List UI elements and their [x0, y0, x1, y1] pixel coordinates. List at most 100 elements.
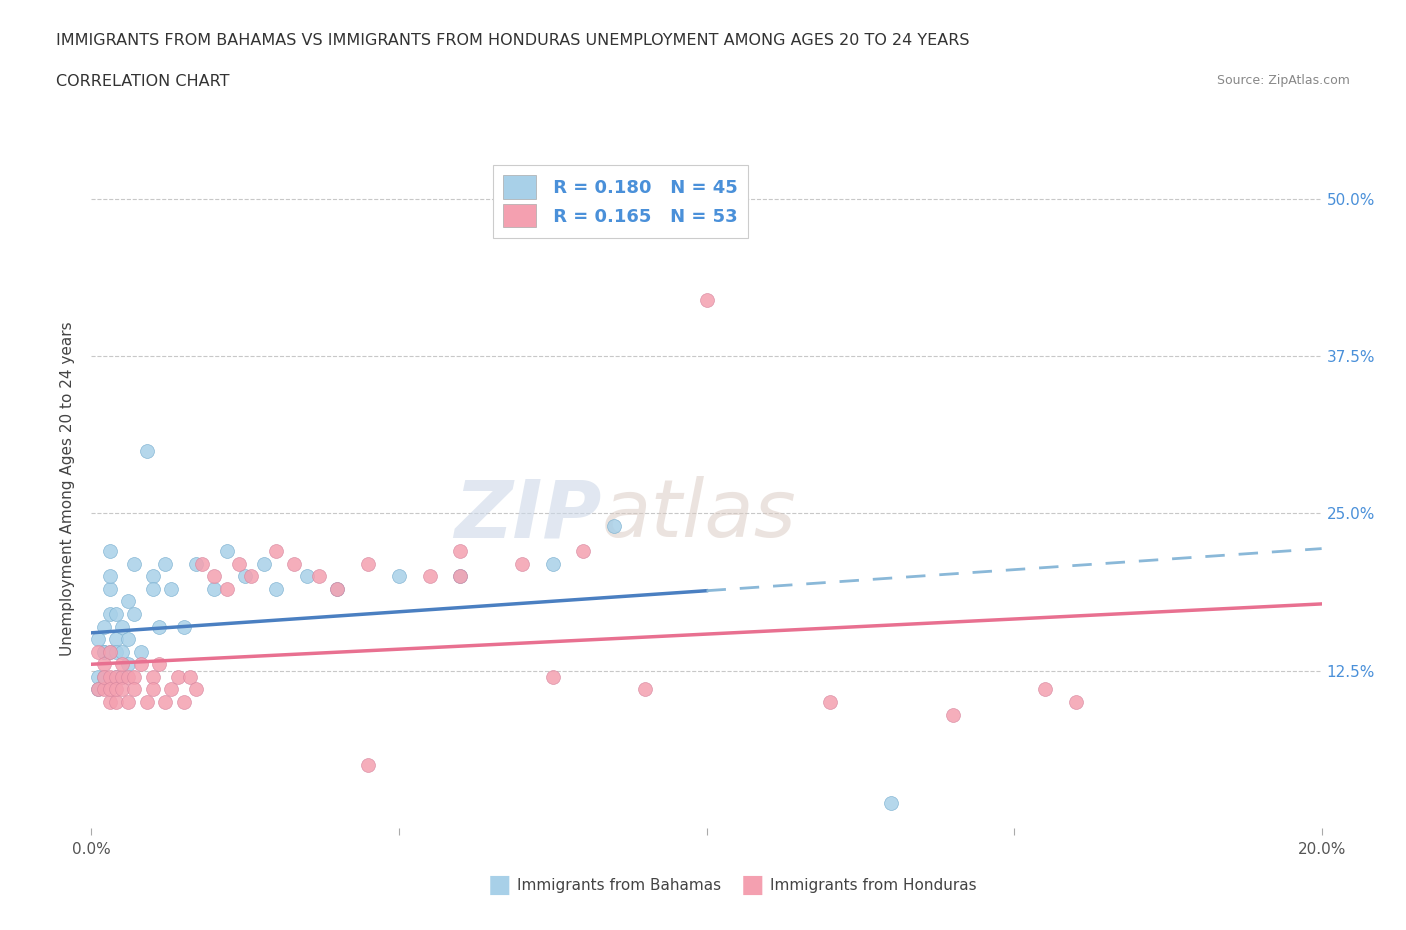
- Point: [98, 569, 121, 584]
- Point: [124, 682, 146, 697]
- Point: [117, 670, 139, 684]
- Point: [153, 695, 177, 710]
- Point: [228, 556, 250, 571]
- Point: [419, 569, 441, 584]
- Point: [105, 631, 127, 646]
- Point: [111, 682, 134, 697]
- Text: ZIP: ZIP: [454, 476, 602, 554]
- Point: [1064, 695, 1087, 710]
- Point: [129, 657, 152, 671]
- Point: [510, 556, 533, 571]
- Point: [191, 556, 214, 571]
- Text: IMMIGRANTS FROM BAHAMAS VS IMMIGRANTS FROM HONDURAS UNEMPLOYMENT AMONG AGES 20 T: IMMIGRANTS FROM BAHAMAS VS IMMIGRANTS FR…: [56, 33, 970, 47]
- Point: [142, 670, 165, 684]
- Point: [135, 443, 157, 458]
- Point: [93, 644, 115, 659]
- Point: [388, 569, 411, 584]
- Point: [202, 581, 225, 596]
- Point: [202, 569, 225, 584]
- Point: [105, 644, 127, 659]
- Point: [357, 556, 380, 571]
- Point: [541, 556, 564, 571]
- Point: [253, 556, 276, 571]
- Point: [166, 670, 188, 684]
- Point: [98, 581, 121, 596]
- Point: [160, 682, 183, 697]
- Point: [142, 581, 165, 596]
- Point: [124, 670, 146, 684]
- Point: [86, 644, 108, 659]
- Point: [111, 644, 134, 659]
- Text: atlas: atlas: [602, 476, 797, 554]
- Point: [117, 695, 139, 710]
- Point: [93, 670, 115, 684]
- Point: [117, 657, 139, 671]
- Point: [105, 670, 127, 684]
- Point: [184, 556, 207, 571]
- Point: [283, 556, 305, 571]
- Point: [86, 682, 108, 697]
- Point: [98, 644, 121, 659]
- Point: [117, 631, 139, 646]
- Point: [86, 670, 108, 684]
- Point: [124, 556, 146, 571]
- Text: CORRELATION CHART: CORRELATION CHART: [56, 74, 229, 89]
- Point: [105, 682, 127, 697]
- Point: [449, 544, 471, 559]
- Text: ■: ■: [741, 873, 763, 897]
- Point: [295, 569, 318, 584]
- Point: [233, 569, 256, 584]
- Point: [93, 619, 115, 634]
- Point: [449, 569, 471, 584]
- Point: [142, 682, 165, 697]
- Point: [98, 644, 121, 659]
- Text: Immigrants from Honduras: Immigrants from Honduras: [770, 878, 977, 893]
- Point: [98, 695, 121, 710]
- Legend:  R = 0.180   N = 45,  R = 0.165   N = 53: R = 0.180 N = 45, R = 0.165 N = 53: [492, 165, 748, 238]
- Point: [215, 581, 238, 596]
- Point: [603, 519, 626, 534]
- Point: [117, 594, 139, 609]
- Point: [173, 695, 195, 710]
- Point: [696, 292, 718, 307]
- Point: [142, 569, 165, 584]
- Point: [880, 795, 903, 810]
- Point: [93, 670, 115, 684]
- Point: [173, 619, 195, 634]
- Point: [240, 569, 263, 584]
- Point: [818, 695, 841, 710]
- Text: ■: ■: [488, 873, 510, 897]
- Point: [86, 631, 108, 646]
- Point: [111, 670, 134, 684]
- Point: [105, 670, 127, 684]
- Point: [184, 682, 207, 697]
- Point: [93, 682, 115, 697]
- Point: [93, 644, 115, 659]
- Point: [153, 556, 177, 571]
- Point: [264, 544, 287, 559]
- Point: [179, 670, 201, 684]
- Point: [572, 544, 595, 559]
- Point: [264, 581, 287, 596]
- Point: [326, 581, 349, 596]
- Point: [326, 581, 349, 596]
- Point: [357, 757, 380, 772]
- Point: [160, 581, 183, 596]
- Point: [105, 695, 127, 710]
- Point: [129, 644, 152, 659]
- Point: [135, 695, 157, 710]
- Point: [111, 619, 134, 634]
- Point: [634, 682, 657, 697]
- Point: [308, 569, 330, 584]
- Point: [215, 544, 238, 559]
- Point: [98, 606, 121, 621]
- Point: [1033, 682, 1056, 697]
- Point: [98, 682, 121, 697]
- Point: [86, 682, 108, 697]
- Text: Immigrants from Bahamas: Immigrants from Bahamas: [517, 878, 721, 893]
- Point: [98, 670, 121, 684]
- Point: [111, 670, 134, 684]
- Point: [105, 606, 127, 621]
- Y-axis label: Unemployment Among Ages 20 to 24 years: Unemployment Among Ages 20 to 24 years: [60, 321, 76, 656]
- Point: [111, 657, 134, 671]
